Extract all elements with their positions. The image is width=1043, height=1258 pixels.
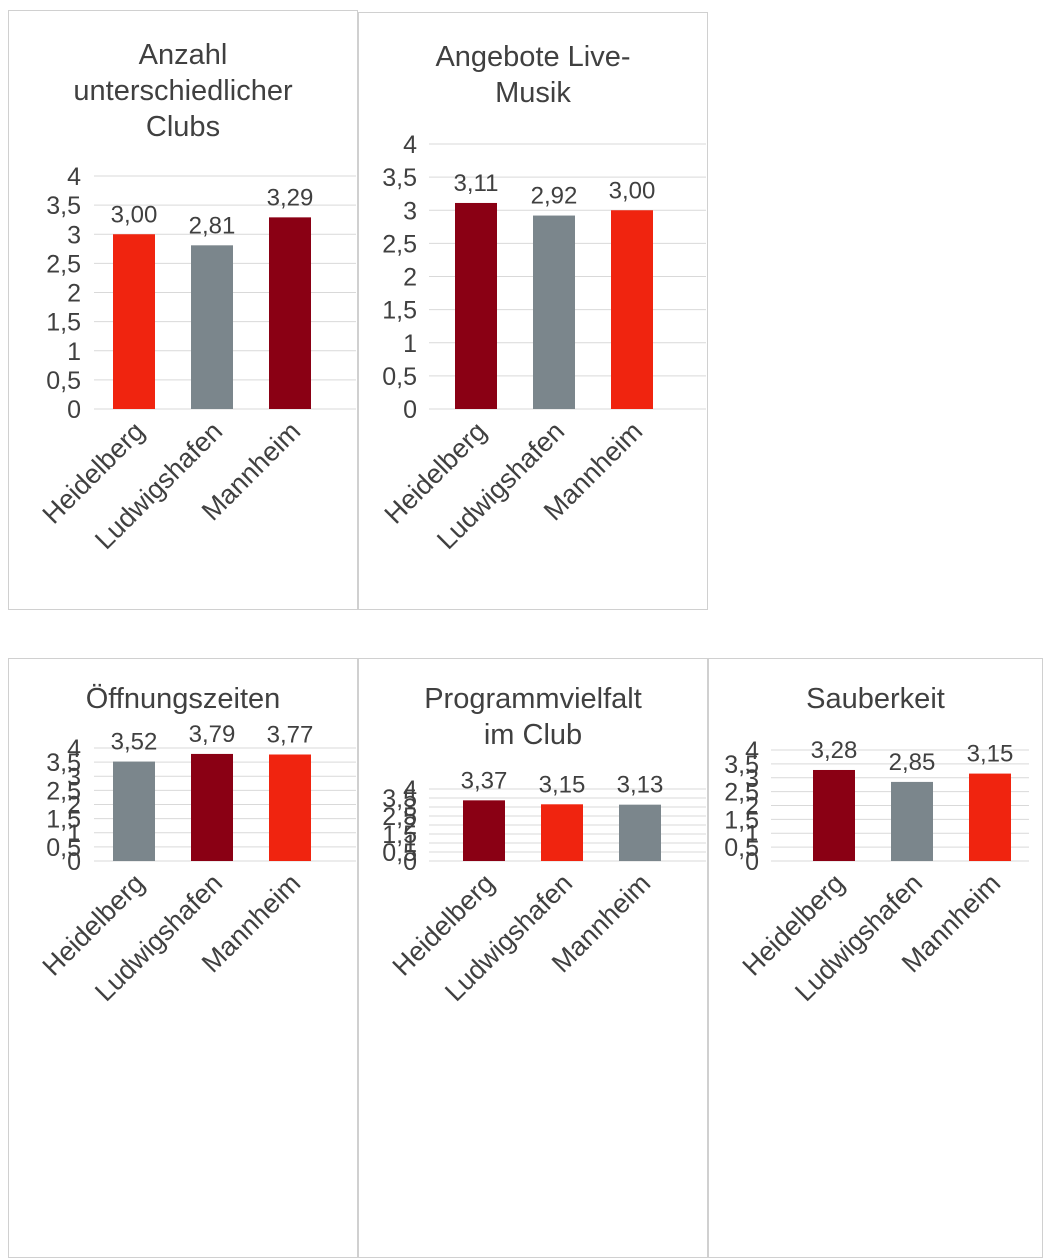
data-label: 3,15 [967,741,1014,768]
y-tick-label: 0,5 [724,834,759,862]
y-tick-label: 1 [745,820,759,848]
y-tick-label: 0,5 [382,839,417,867]
y-tick-label: 0 [403,396,417,424]
data-label: 3,52 [111,729,158,756]
y-tick-label: 2,5 [46,777,81,805]
data-label: 3,00 [609,177,656,204]
y-tick-label: 1,5 [724,806,759,834]
bar-heidelberg [455,202,497,409]
y-tick-label: 3 [67,763,81,791]
chart-title-line: Öffnungszeiten [85,683,281,715]
bar-chart-plot: 00,511,522,533,54 3,37Heidelberg3,15Ludwi… [382,767,706,1007]
y-tick-label: 1 [403,830,417,858]
bar-chart-plot: 00,511,522,533,543,11Heidelberg2,92Ludwi… [379,131,706,555]
bar-mannheim [611,210,653,409]
data-label: 3,28 [811,737,858,764]
y-tick-label: 2 [745,793,759,821]
chart-title-line: unterschiedlicher [73,75,293,107]
y-tick-label: 4 [403,776,417,804]
y-tick-label: 2 [403,812,417,840]
data-label: 3,77 [267,721,314,748]
chart-title-line: Angebote Live- [435,41,631,73]
y-tick-label: 3,5 [46,749,81,777]
bar-heidelberg [113,761,155,861]
bar-ludwigshafen [891,781,933,861]
y-tick-label: 1 [67,820,81,848]
y-tick-label: 3 [745,765,759,793]
chart-panel-sauberkeit: Sauberkeit 0 0,5 1 1,5 2 2,5 3 3,5 4 3,28 Heidelber… [708,658,1043,1258]
y-tick-label: 4 [67,735,81,763]
y-tick-label: 0 [745,848,759,876]
bar-mannheim [969,773,1011,861]
y-tick-label: 1 [403,330,417,358]
y-tick-label: 3 [403,794,417,822]
bar-heidelberg [463,800,505,861]
chart-panel-anzahl-clubs: Anzahl unterschiedlicher Clubs 0 0,5 1 1,5 2 2,5… [8,10,358,610]
chart-title: Öffnungszeiten [9,681,357,717]
y-tick-label: 2 [403,264,417,292]
y-tick-label: 4 [67,163,81,191]
y-tick-label: 2 [67,280,81,308]
data-label: 2,81 [189,212,236,239]
y-tick-label: 0 [67,848,81,876]
data-label: 3,13 [617,772,664,799]
y-tick-label: 2,5 [382,230,417,258]
y-tick-label: 0,5 [382,363,417,391]
chart-panel-oeffnungszeiten: Öffnungszeiten 0 0,5 1 1,5 2 2,5 3 3,5 4 3,52 Heide… [8,658,358,1258]
bar-heidelberg [113,234,155,409]
y-tick-label: 3,5 [46,192,81,220]
chart-title: Sauberkeit [709,681,1042,717]
chart-title-line: Clubs [145,111,221,143]
bar-mannheim [269,217,311,409]
bar-ludwigshafen [541,804,583,861]
y-tick-label: 1,5 [46,309,81,337]
chart-title-line: Anzahl [138,39,228,71]
data-label: 3,15 [539,771,586,798]
y-tick-label: 3 [67,221,81,249]
chart-title-line: Musik [495,77,571,109]
bar-ludwigshafen [191,753,233,861]
y-tick-label: 2,5 [382,803,417,831]
y-tick-label: 4 [403,131,417,159]
data-label: 3,79 [189,721,236,748]
bar-ludwigshafen [191,245,233,409]
y-tick-label: 1,5 [382,297,417,325]
y-tick-label: 3 [403,197,417,225]
chart-title: Anzahl unterschiedlicher Clubs [9,37,357,145]
bar-heidelberg [813,769,855,861]
y-tick-label: 2 [67,792,81,820]
y-tick-label: 2,5 [46,250,81,278]
data-label: 3,37 [461,767,508,794]
y-tick-label: 1 [67,338,81,366]
chart-panel-live-musik: Angebote Live- Musik 0 0,5 1 1,5 2 2,5 3 3,5 4 3,11… [358,12,708,610]
bar-ludwigshafen [533,215,575,409]
y-tick-label: 1,5 [46,806,81,834]
data-label: 2,85 [889,749,936,776]
bar-chart-plot: 00,511,522,533,54 3,52Heidelberg3,79Ludwi… [37,721,356,1007]
y-tick-label: 3,5 [382,785,417,813]
data-label: 3,00 [111,201,158,228]
chart-title-line: im Club [483,719,583,751]
y-tick-label: 0 [403,848,417,876]
chart-title-line: Programmvielfalt [424,683,642,715]
y-tick-label: 2,5 [724,779,759,807]
chart-title-line: Sauberkeit [806,683,945,715]
bar-chart-plot: 00,511,522,533,543,00Heidelberg2,81Ludwi… [37,163,356,555]
data-label: 3,11 [454,170,499,197]
bar-mannheim [619,804,661,861]
y-tick-label: 0,5 [46,367,81,395]
data-label: 2,92 [531,183,578,210]
y-tick-label: 0,5 [46,834,81,862]
y-tick-label: 4 [745,737,759,765]
chart-title: Programmvielfalt im Club [359,681,707,753]
y-tick-label: 1,5 [382,821,417,849]
y-tick-label: 0 [67,396,81,424]
y-tick-label: 3,5 [382,164,417,192]
bar-chart-plot: 00,511,522,533,54 3,28Heidelberg2,85Ludwi… [724,737,1029,1007]
y-tick-label: 3,5 [724,751,759,779]
chart-panel-programmvielfalt: Programmvielfalt im Club 0 0,5 1 1,5 2 2,5 3 3,5 4… [358,658,708,1258]
data-label: 3,29 [267,184,314,211]
bar-mannheim [269,754,311,861]
chart-title: Angebote Live- Musik [359,39,707,111]
